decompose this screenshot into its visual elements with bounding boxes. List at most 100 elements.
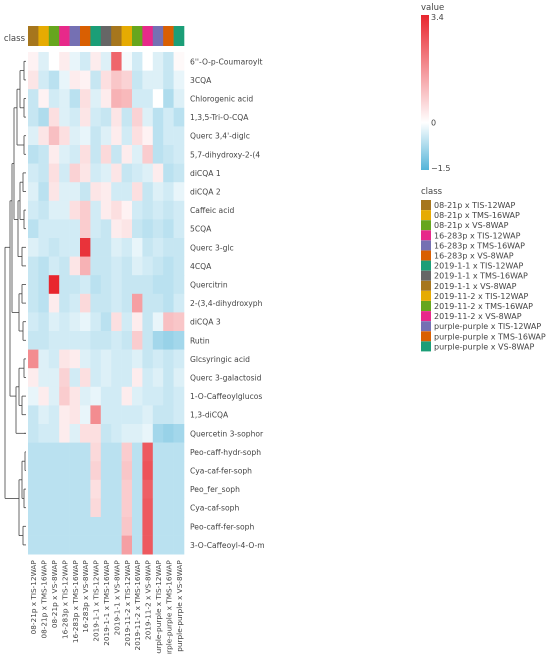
heatmap-cells [28,52,185,555]
colorbar-min-label: −1.5 [431,164,450,173]
heatmap-cell [121,386,133,406]
heatmap-cell [48,145,60,164]
heatmap-cell [80,163,91,183]
heatmap-cell [69,405,81,425]
heatmap-cell [90,70,102,90]
heatmap-cell [28,312,39,332]
heatmap-cell [121,70,133,90]
heatmap-cell [163,145,174,164]
heatmap-cell [59,386,70,406]
heatmap-cell [59,479,70,499]
row-label: Querc 3,4'-diglc [190,132,250,141]
heatmap-cell [111,498,122,518]
class-cell [59,26,70,46]
legend-swatch [421,240,431,251]
heatmap-cell [142,145,154,164]
heatmap-cell [132,126,143,146]
heatmap-cell [90,442,102,462]
heatmap-cell [48,312,60,332]
heatmap-cell [69,331,81,350]
heatmap-cell [80,238,91,257]
heatmap-cell [38,89,50,109]
heatmap-cell [132,256,143,276]
heatmap-cell [80,126,91,146]
heatmap-cell [111,89,122,109]
heatmap-cell [100,312,112,332]
heatmap-cell [111,461,122,481]
column-labels: 08-21p x TIS-12WAP 08-21p x TMS-16WAP 08-2… [29,560,184,654]
heatmap-cell [59,219,70,239]
heatmap-cell [132,479,143,499]
column-label: 2019-11-2 x TMS-16WAP [133,560,142,651]
heatmap-cell [48,182,60,202]
heatmap-cell [69,368,81,388]
heatmap-cell [100,275,112,295]
column-label: 16-283p x VS-8WAP [81,560,90,633]
heatmap-cell [90,461,102,481]
heatmap-cell [48,219,60,239]
legend-label: 2019-1-1 x TMS-16WAP [434,272,528,281]
class-annotation-bar [28,26,185,46]
heatmap-cell [90,256,102,276]
heatmap-cell [142,126,154,146]
heatmap-cell [38,479,50,499]
heatmap-cell [38,386,50,406]
heatmap-cell [142,70,154,90]
heatmap-cell [152,163,164,183]
heatmap-cell [121,331,133,350]
heatmap-cell [163,182,174,202]
heatmap-cell [173,331,185,350]
heatmap-cell [28,70,39,90]
heatmap-cell [173,442,185,462]
heatmap-cell [59,293,70,313]
heatmap-cell [132,461,143,481]
heatmap-cell [163,89,174,109]
heatmap-cell [69,89,81,109]
row-label: 6''-O-p-Coumaroylt [190,57,262,66]
heatmap-cell [48,275,60,295]
heatmap-cell [69,238,81,257]
heatmap-cell [111,535,122,555]
heatmap-cell [142,293,154,313]
heatmap-cell [152,52,164,71]
heatmap-cell [38,107,50,127]
heatmap-cell [90,163,102,183]
heatmap-cell [111,126,122,146]
heatmap-cell [59,405,70,425]
legend-label: purple-purple x VS-8WAP [434,342,535,351]
heatmap-cell [142,349,154,369]
heatmap-cell [163,107,174,127]
heatmap-cell [80,200,91,220]
heatmap-cell [132,424,143,443]
heatmap-cell [28,163,39,183]
heatmap-cell [121,405,133,425]
heatmap-cell [69,479,81,499]
heatmap-cell [69,424,81,443]
heatmap-cell [59,89,70,109]
heatmap-cell [100,461,112,481]
heatmap-cell [28,498,39,518]
heatmap-cell [38,517,50,536]
heatmap-cell [121,349,133,369]
colorbar-gradient [421,15,429,170]
heatmap-cell [28,442,39,462]
heatmap-cell [152,145,164,164]
heatmap-cell [100,405,112,425]
heatmap-cell [38,182,50,202]
heatmap-cell [163,331,174,350]
legend-swatch [421,301,431,311]
heatmap-cell [59,163,70,183]
heatmap-cell [28,275,39,295]
heatmap-cell [163,200,174,220]
heatmap-cell [80,145,91,164]
heatmap-cell [111,368,122,388]
heatmap-cell [111,293,122,313]
colorbar-max-label: 3.4 [431,13,444,22]
heatmap-cell [163,498,174,518]
heatmap-cell [59,256,70,276]
heatmap-cell [121,238,133,257]
heatmap-cell [38,275,50,295]
heatmap-cell [38,70,50,90]
heatmap-cell [163,126,174,146]
heatmap-cell [100,293,112,313]
